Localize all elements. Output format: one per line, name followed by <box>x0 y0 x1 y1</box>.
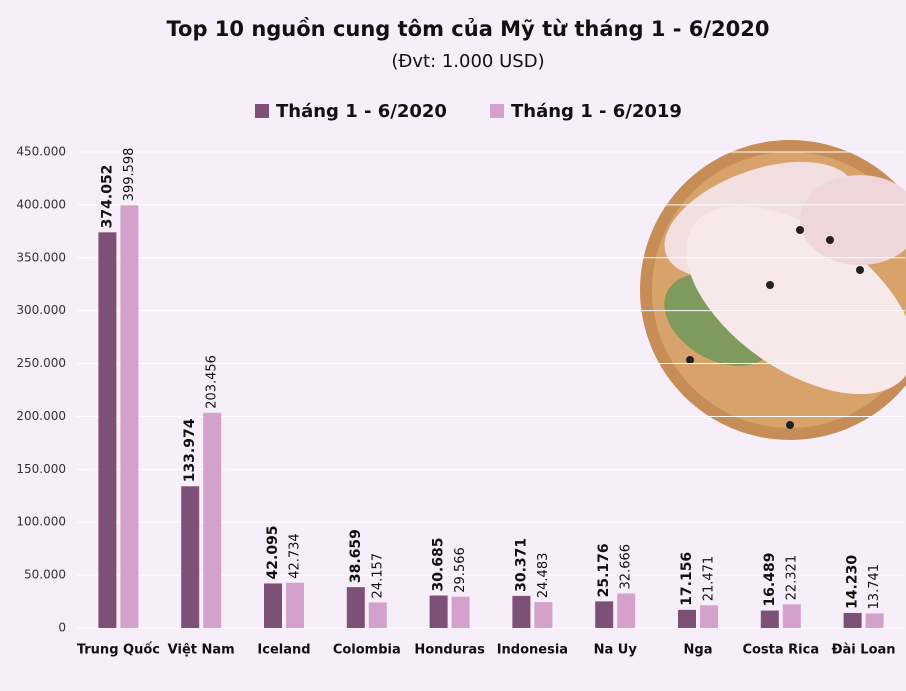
bar <box>264 583 282 628</box>
value-label: 13.741 <box>867 564 882 610</box>
y-tick-label: 50.000 <box>24 568 66 582</box>
value-label: 14.230 <box>845 555 861 609</box>
value-label: 399.598 <box>122 148 137 202</box>
legend-swatch <box>255 104 269 118</box>
chart-title: Top 10 nguồn cung tôm của Mỹ từ tháng 1 … <box>166 17 769 41</box>
fish-illustration <box>640 140 906 440</box>
y-tick-label: 200.000 <box>16 409 66 423</box>
value-label: 17.156 <box>679 552 695 606</box>
value-label: 24.483 <box>536 553 551 599</box>
x-tick-label: Trung Quốc <box>77 643 160 658</box>
bar <box>512 595 531 628</box>
x-tick-label: Costa Rica <box>742 643 819 658</box>
bar <box>843 612 862 628</box>
y-tick-label: 350.000 <box>16 250 66 264</box>
y-tick-label: 0 <box>58 621 66 635</box>
bar <box>865 613 884 628</box>
value-label: 29.566 <box>453 547 468 593</box>
bar <box>286 582 304 628</box>
legend-label: Tháng 1 - 6/2019 <box>511 101 682 122</box>
bar <box>678 609 696 628</box>
value-label: 25.176 <box>596 543 612 597</box>
x-tick-label: Colombia <box>333 643 401 658</box>
bar <box>346 587 365 628</box>
bar <box>120 205 139 628</box>
value-label: 24.157 <box>370 553 385 599</box>
bar <box>760 610 779 628</box>
legend-swatch <box>490 104 504 118</box>
bar <box>700 605 718 628</box>
value-label: 32.666 <box>619 544 634 590</box>
y-tick-label: 450.000 <box>16 145 66 159</box>
x-tick-label: Indonesia <box>497 643 568 658</box>
x-tick-label: Nga <box>684 643 713 658</box>
value-label: 22.321 <box>784 555 799 601</box>
x-tick-label: Honduras <box>414 643 485 658</box>
legend-label: Tháng 1 - 6/2020 <box>276 101 447 122</box>
value-label: 133.974 <box>182 418 198 482</box>
y-tick-label: 100.000 <box>16 515 66 529</box>
value-label: 30.371 <box>513 538 529 592</box>
bar <box>181 486 200 628</box>
bar <box>534 602 553 628</box>
value-label: 203.456 <box>205 355 220 409</box>
value-label: 16.489 <box>762 553 778 607</box>
bar <box>617 593 636 628</box>
x-tick-label: Đài Loan <box>832 643 896 658</box>
bar <box>368 602 387 628</box>
value-label: 42.734 <box>288 533 303 579</box>
value-label: 42.095 <box>265 525 281 579</box>
x-tick-label: Việt Nam <box>168 643 235 658</box>
bar <box>595 601 614 628</box>
y-tick-label: 300.000 <box>16 303 66 317</box>
bar <box>98 232 117 628</box>
y-tick-label: 150.000 <box>16 462 66 476</box>
bar <box>429 595 448 628</box>
value-label: 38.659 <box>348 529 364 583</box>
bar <box>451 596 470 628</box>
chart-subtitle: (Đvt: 1.000 USD) <box>391 51 544 72</box>
x-tick-label: Iceland <box>257 643 310 658</box>
y-tick-label: 400.000 <box>16 197 66 211</box>
value-label: 21.471 <box>702 556 717 602</box>
bar <box>203 412 222 628</box>
x-tick-label: Na Uy <box>594 643 638 658</box>
value-label: 30.685 <box>431 538 447 592</box>
value-label: 374.052 <box>99 165 115 229</box>
bar <box>782 604 801 628</box>
y-tick-label: 250.000 <box>16 356 66 370</box>
